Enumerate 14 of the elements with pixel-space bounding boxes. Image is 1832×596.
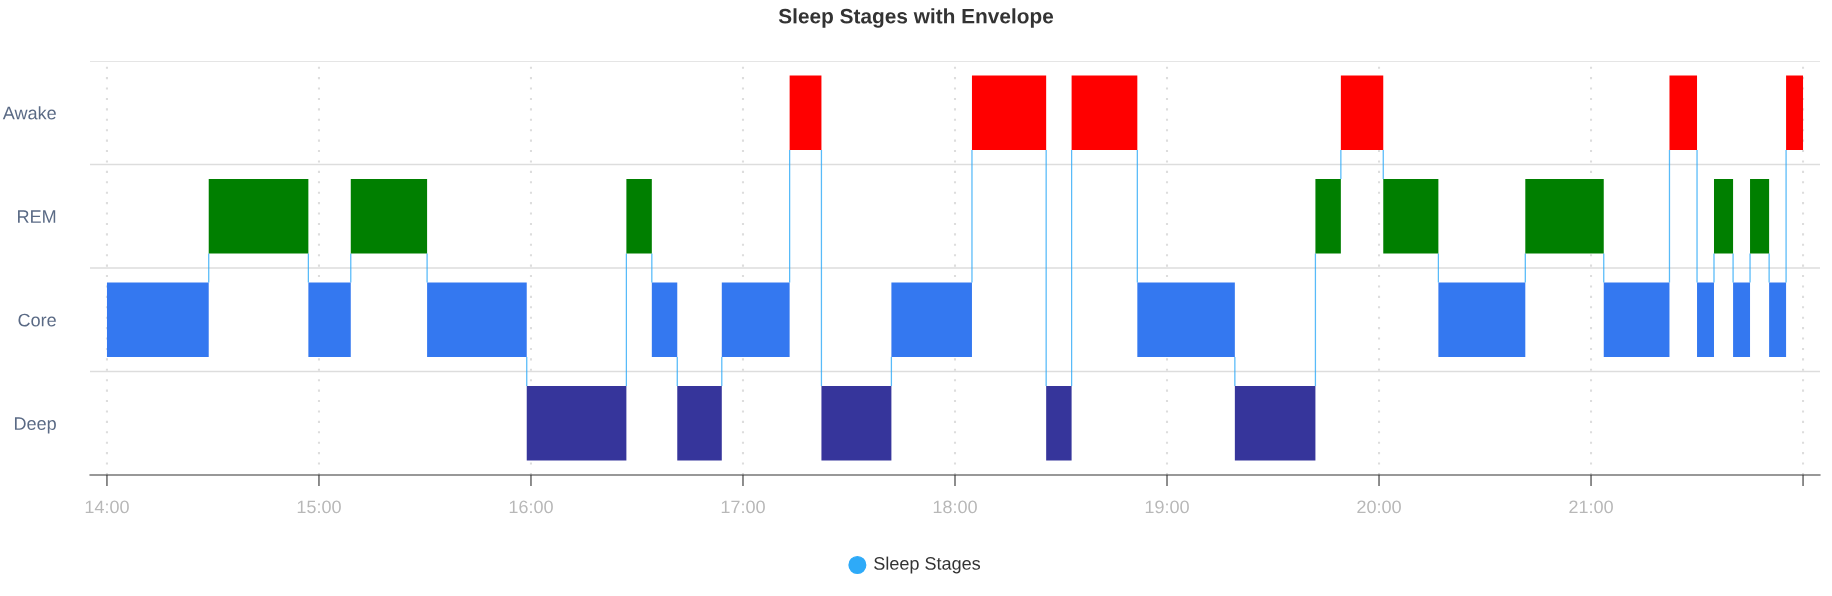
y-tick-label: Deep bbox=[14, 417, 56, 434]
x-tick-label: 18:00 bbox=[933, 500, 977, 514]
x-tick-label: 14:00 bbox=[85, 500, 129, 514]
text: Sleep Stages bbox=[874, 556, 981, 574]
y-tick-label: Core bbox=[18, 313, 56, 327]
x-tick-label: 15:00 bbox=[297, 500, 341, 514]
x-tick-label: 20:00 bbox=[1357, 500, 1401, 514]
x-tick-label: 16:00 bbox=[509, 500, 553, 514]
y-tick-label: REM bbox=[18, 210, 56, 223]
x-tick-label: 21:00 bbox=[1569, 500, 1613, 514]
x-tick-label: 19:00 bbox=[1145, 500, 1189, 514]
x-tick-label: 17:00 bbox=[721, 500, 765, 514]
chart-title: Sleep Stages with Envelope bbox=[778, 8, 1054, 28]
y-tick-label: Awake bbox=[2, 106, 56, 120]
